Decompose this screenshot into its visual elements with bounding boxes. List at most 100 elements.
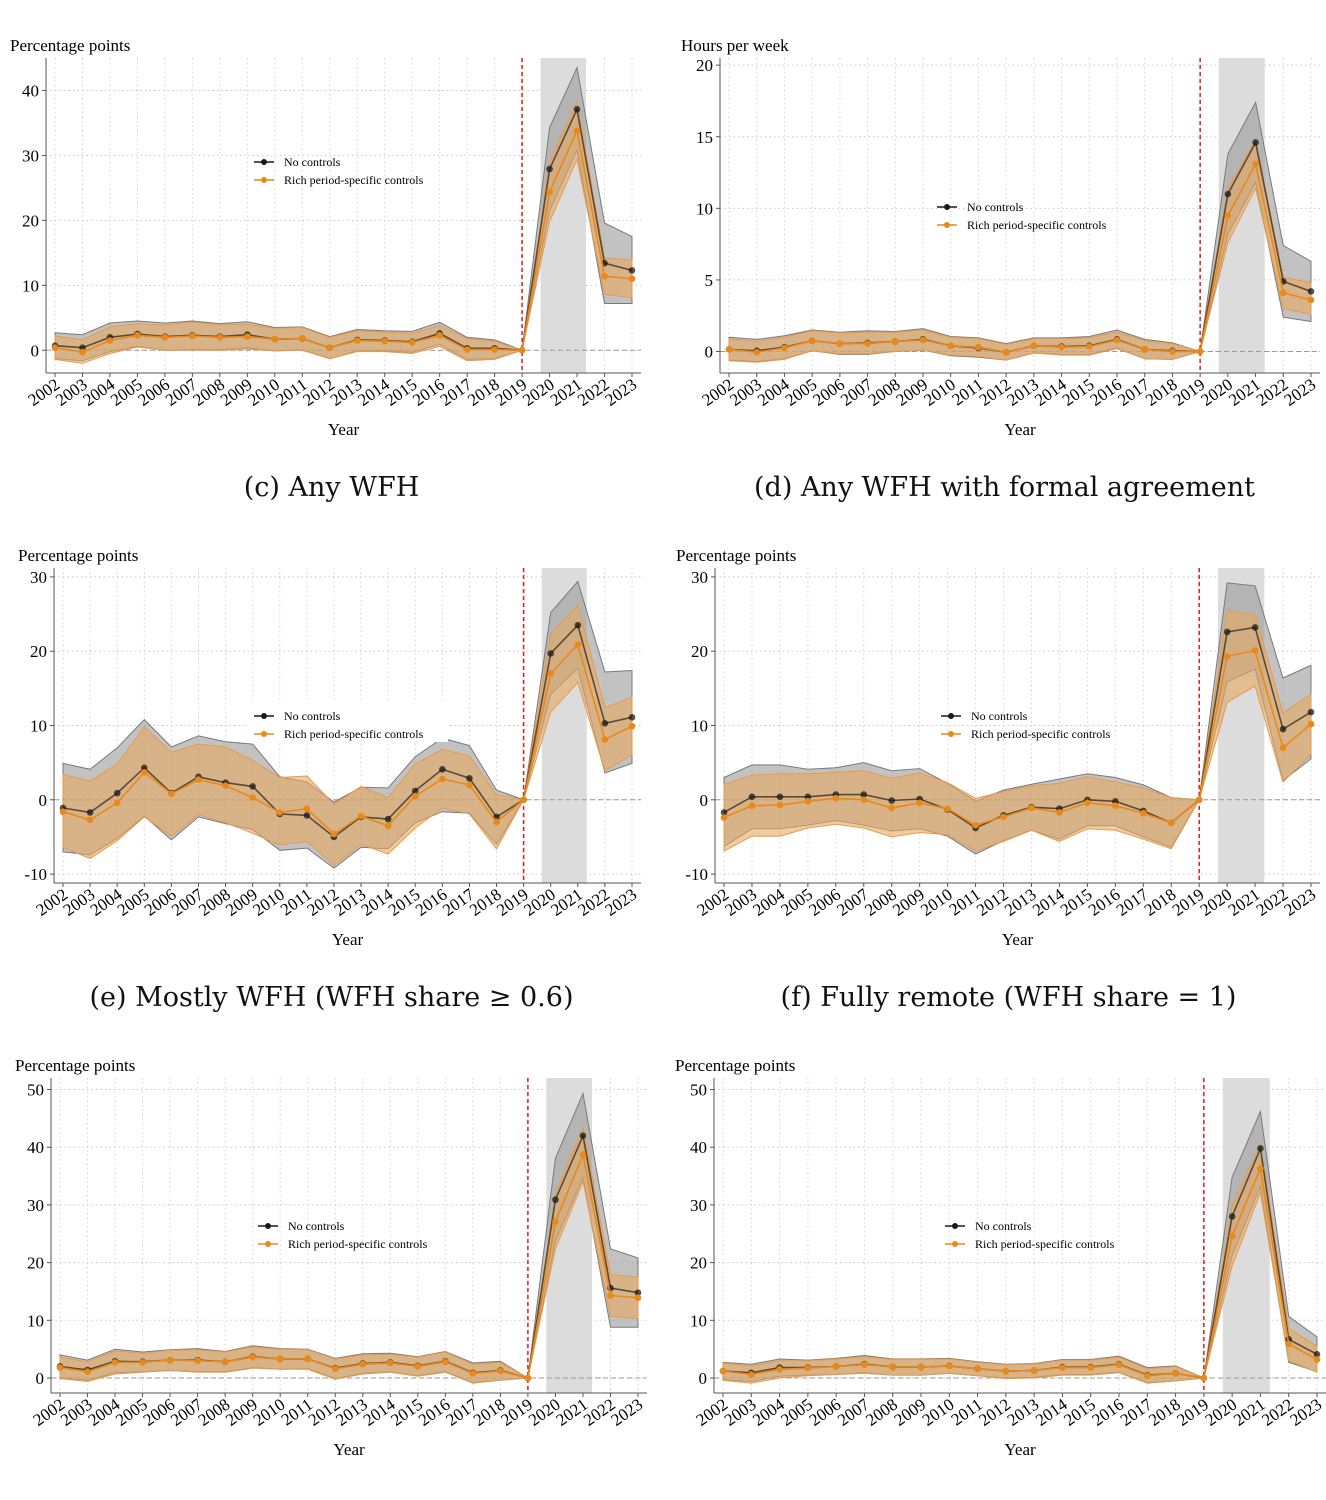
point-no-controls	[1279, 725, 1287, 733]
point-rich-controls	[86, 816, 94, 824]
point-rich-controls	[436, 332, 443, 339]
point-rich-controls	[725, 346, 733, 353]
point-rich-controls	[411, 792, 419, 800]
point-rich-controls	[1141, 346, 1149, 353]
y-tick-label: 10	[696, 199, 713, 218]
caption-d: (d) Any WFH with formal agreement	[754, 472, 1255, 503]
point-rich-controls	[111, 1359, 119, 1366]
point-rich-controls	[442, 1358, 449, 1366]
point-rich-controls	[195, 776, 202, 784]
y-tick-label: 40	[22, 81, 39, 100]
point-rich-controls	[463, 346, 471, 353]
chart-svg: Percentage points-1001020302002200320042…	[18, 546, 641, 949]
legend-marker-rich-controls	[261, 177, 267, 183]
point-rich-controls	[781, 344, 788, 352]
line-rich-controls	[722, 1165, 1318, 1379]
point-rich-controls	[168, 790, 175, 798]
point-rich-controls	[808, 337, 816, 345]
y-tick-label: 5	[705, 271, 714, 290]
legend-label-rich-controls: Rich period-specific controls	[971, 727, 1111, 741]
point-no-controls	[628, 714, 636, 721]
chart-panel-mostly-wfh: Percentage points 0 10 20 30 40 50 2002 2003 2004…	[0, 1050, 663, 1500]
line-rich-controls	[62, 642, 633, 836]
chart-panel-formal-agreement: Percentage points -10 0 10 20 30 2002 2003 2004 2…	[663, 540, 1326, 990]
point-no-controls	[303, 812, 311, 819]
caption-e: (e) Mostly WFH (WFH share ≥ 0.6)	[89, 982, 574, 1013]
x-tick-label: 2023	[602, 885, 641, 920]
point-rich-controls	[753, 348, 761, 356]
point-no-controls	[547, 650, 555, 657]
point-rich-controls	[113, 799, 121, 807]
x-tick-label: 2023	[602, 375, 641, 410]
y-tick-label: 30	[27, 1196, 44, 1215]
point-rich-controls	[889, 1363, 897, 1371]
point-rich-controls	[919, 336, 927, 344]
point-rich-controls	[244, 333, 251, 340]
point-rich-controls	[832, 795, 840, 802]
y-tick-label: 50	[27, 1081, 44, 1100]
point-rich-controls	[1307, 720, 1315, 728]
point-rich-controls	[1058, 343, 1065, 351]
point-rich-controls	[1169, 348, 1176, 355]
point-no-controls	[249, 783, 256, 790]
chart-svg: Percentage points-1001020302002200320042…	[676, 546, 1320, 949]
point-rich-controls	[888, 804, 896, 812]
y-tick-label: 0	[700, 791, 709, 810]
point-rich-controls	[1313, 1356, 1321, 1363]
y-tick-label: 20	[22, 211, 39, 230]
x-tick-label: 2023	[1281, 375, 1320, 410]
point-rich-controls	[945, 1362, 953, 1370]
point-rich-controls	[804, 1364, 812, 1372]
point-rich-controls	[1279, 289, 1287, 297]
y-tick-label: 20	[27, 1254, 44, 1273]
legend-label-no-controls: No controls	[971, 709, 1028, 723]
point-rich-controls	[439, 775, 446, 783]
chart-panel-any-wfh: Percentage points -10 0 10 20 30 2002 2003 2004 2…	[0, 540, 663, 990]
y-tick-label: 30	[690, 1196, 707, 1215]
point-no-controls	[86, 809, 94, 816]
legend-label-rich-controls: Rich period-specific controls	[288, 1237, 428, 1251]
legend-label-no-controls: No controls	[284, 709, 341, 723]
point-rich-controls	[384, 822, 392, 830]
y-tick-label: -10	[24, 865, 47, 884]
caption-f: (f) Fully remote (WFH share = 1)	[780, 982, 1237, 1013]
line-rich-controls	[723, 649, 1312, 826]
legend-label-no-controls: No controls	[288, 1219, 345, 1233]
point-rich-controls	[518, 346, 526, 354]
legend-label-no-controls: No controls	[284, 155, 341, 169]
point-rich-controls	[304, 1355, 312, 1363]
point-rich-controls	[860, 796, 868, 804]
point-no-controls	[1307, 288, 1315, 295]
point-rich-controls	[1200, 1374, 1208, 1382]
point-rich-controls	[1139, 809, 1147, 817]
ci-band-rich-controls	[728, 138, 1312, 363]
point-rich-controls	[1002, 1367, 1010, 1375]
legend-marker-no-controls	[948, 713, 954, 719]
point-no-controls	[546, 165, 553, 173]
chart-svg: Percentage points01020304050200220032004…	[15, 1056, 647, 1459]
point-rich-controls	[134, 332, 141, 339]
y-tick-label: 0	[39, 791, 48, 810]
point-rich-controls	[1112, 802, 1119, 810]
point-rich-controls	[1085, 343, 1093, 350]
y-tick-label: 20	[30, 642, 47, 661]
point-rich-controls	[1172, 1370, 1179, 1377]
point-rich-controls	[832, 1363, 840, 1370]
point-rich-controls	[1223, 653, 1231, 660]
point-rich-controls	[972, 821, 979, 829]
legend-marker-rich-controls	[952, 1241, 958, 1247]
point-rich-controls	[1257, 1165, 1264, 1172]
point-rich-controls	[359, 1360, 367, 1368]
point-rich-controls	[947, 342, 955, 350]
point-rich-controls	[1285, 1340, 1293, 1348]
point-rich-controls	[56, 1364, 64, 1371]
y-axis-label: Percentage points	[675, 1056, 795, 1075]
point-no-controls	[466, 774, 473, 782]
point-no-controls	[634, 1289, 642, 1296]
legend: No controls Rich period-specific controls	[937, 200, 1107, 232]
point-no-controls	[1224, 190, 1232, 198]
point-no-controls	[1223, 628, 1231, 636]
point-rich-controls	[249, 1353, 256, 1361]
x-tick-label: 2023	[1281, 885, 1320, 920]
point-rich-controls	[222, 782, 229, 789]
